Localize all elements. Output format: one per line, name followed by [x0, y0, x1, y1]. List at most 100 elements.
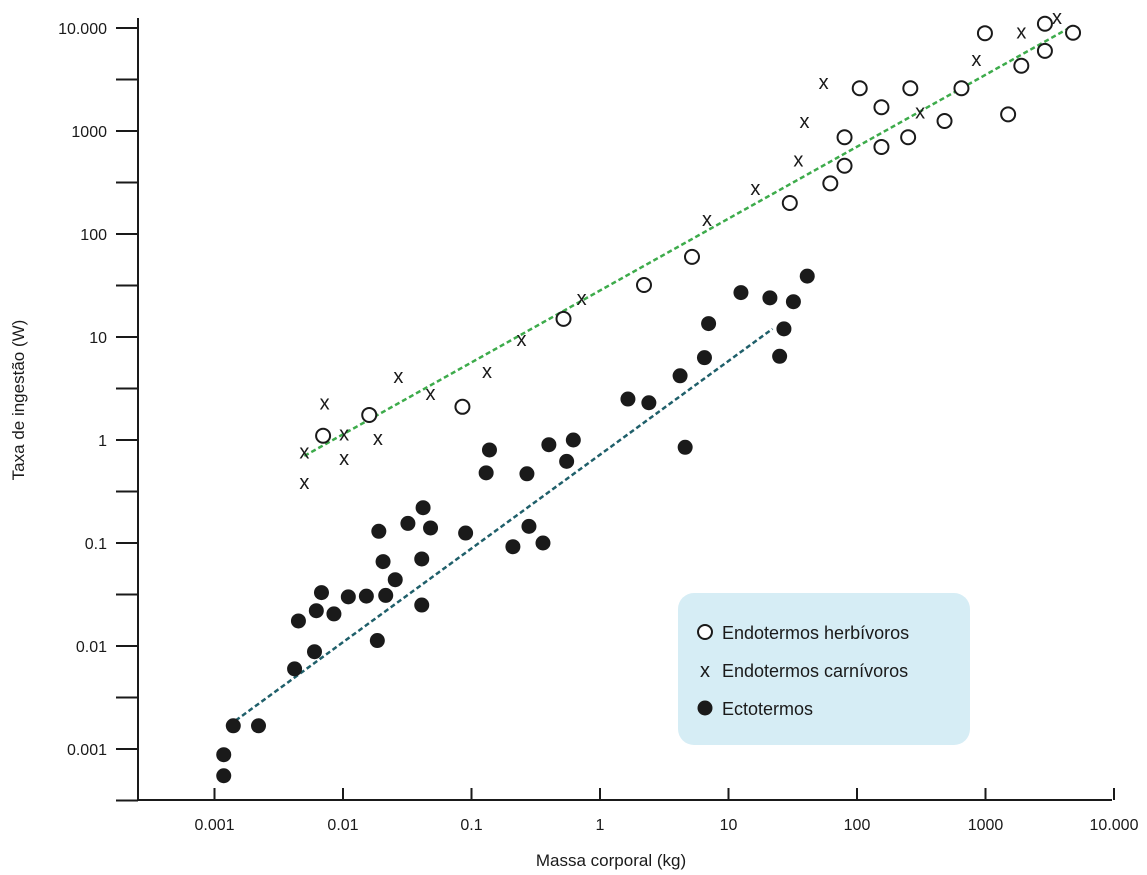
carnivore-point: x — [1016, 22, 1026, 44]
ectotherm-point — [414, 551, 430, 567]
ectotherm-point — [772, 348, 788, 364]
ectotherm-point — [505, 539, 521, 555]
ectotherm-point — [641, 395, 657, 411]
ectotherm-point — [287, 661, 303, 677]
legend-marker-1 — [697, 624, 713, 640]
carnivore-point: x — [971, 49, 981, 71]
ectotherm-point — [415, 500, 431, 516]
x-tick-label: 0.1 — [460, 817, 482, 834]
herbivore-point — [1000, 106, 1017, 123]
herbivore-point — [902, 80, 919, 97]
ectotherm-point — [216, 768, 232, 784]
ectotherm-point — [672, 368, 688, 384]
legend-box — [678, 593, 970, 745]
x-tick-label: 100 — [844, 817, 871, 834]
legend-label: Endotermos carnívoros — [722, 661, 908, 681]
ectotherm-point — [369, 633, 385, 649]
y-tick-label: 0.001 — [67, 742, 107, 759]
y-axis-title: Taxa de ingestão (W) — [9, 320, 28, 481]
ectotherm-point — [478, 465, 494, 481]
herbivore-point — [900, 129, 917, 146]
ectotherm-point — [521, 518, 537, 534]
herbivore-point — [1065, 24, 1082, 41]
ectotherm-point — [785, 294, 801, 310]
herbivore-point — [781, 194, 798, 211]
ectotherm-point — [313, 585, 329, 601]
herbivore-point — [684, 248, 701, 265]
ectotherm-point — [375, 554, 391, 570]
carnivore-point: x — [915, 101, 925, 123]
legend-marker-3 — [697, 700, 713, 716]
ectotherm-point — [458, 525, 474, 541]
ectotherm-point — [620, 391, 636, 407]
y-tick-label: 10 — [89, 330, 107, 347]
legend-label: Endotermos herbívoros — [722, 623, 909, 643]
ectotherm-point — [387, 572, 403, 588]
herbivore-point — [1013, 57, 1030, 74]
herbivore-point — [1036, 42, 1053, 59]
ectotherm-point — [701, 316, 717, 332]
carnivore-point: x — [1052, 7, 1062, 29]
carnivore-point: x — [299, 442, 309, 464]
y-ticks: 0.001 0.01 0.1 1 10 100 1000 10.000 — [58, 21, 138, 802]
ectotherm-point — [519, 466, 535, 482]
carnivore-point: x — [339, 424, 349, 446]
x-tick-label: 10 — [720, 817, 738, 834]
herbivore-point — [315, 427, 332, 444]
carnivore-point: x — [799, 111, 809, 133]
ectotherm-point — [414, 597, 430, 613]
ectotherm-point — [340, 589, 356, 605]
herbivore-point — [555, 310, 572, 327]
carnivore-point: x — [320, 393, 330, 415]
herbivore-point — [976, 25, 993, 42]
ectotherm-point — [306, 644, 322, 660]
ectotherm-point — [358, 588, 374, 604]
ectotherm-point — [371, 523, 387, 539]
x-tick-label: 0.001 — [194, 817, 234, 834]
trend-lines — [228, 24, 1074, 727]
ectotherm-point — [733, 285, 749, 301]
carnivore-point: x — [393, 366, 403, 388]
y-tick-label: 1000 — [71, 124, 107, 141]
x-tick-label: 10.000 — [1090, 817, 1139, 834]
legend-marker-2: x — [700, 660, 710, 682]
carnivore-point: x — [299, 472, 309, 494]
ectotherm-point — [251, 718, 267, 734]
ectotherm-point — [799, 268, 815, 284]
herbivore-point — [836, 129, 853, 146]
ectotherm-point — [481, 442, 497, 458]
y-tick-label: 0.1 — [85, 536, 107, 553]
x-tick-label: 0.01 — [327, 817, 358, 834]
herbivore-point — [1036, 15, 1053, 32]
carnivore-point: x — [793, 149, 803, 171]
carnivore-point: x — [373, 428, 383, 450]
x-tick-label: 1000 — [968, 817, 1004, 834]
x-axis-title: Massa corporal (kg) — [536, 851, 686, 870]
carnivore-point: x — [339, 448, 349, 470]
ectotherm-point — [216, 747, 232, 763]
ectotherm-point — [541, 437, 557, 453]
ectotherm-point — [225, 718, 241, 734]
ectotherm-point — [776, 321, 792, 337]
herbivore-point — [822, 175, 839, 192]
herbivore-point — [936, 113, 953, 130]
carnivore-point: x — [482, 361, 492, 383]
ectotherm-point — [423, 520, 439, 536]
ectotherm-point — [400, 515, 416, 531]
herbivore-point — [873, 138, 890, 155]
x-tick-label: 1 — [596, 817, 605, 834]
trend-line — [303, 24, 1074, 458]
carnivore-point: x — [517, 329, 527, 351]
ectotherm-point — [565, 432, 581, 448]
carnivore-point: x — [819, 72, 829, 94]
herbivore-point — [836, 157, 853, 174]
ectotherm-point — [535, 535, 551, 551]
ectotherm-point — [677, 439, 693, 455]
herbivore-point — [636, 276, 653, 293]
legend-label: Ectotermos — [722, 699, 813, 719]
herbivore-point — [873, 99, 890, 116]
y-tick-label: 10.000 — [58, 21, 107, 38]
herbivore-point — [361, 406, 378, 423]
ectotherm-point — [559, 453, 575, 469]
